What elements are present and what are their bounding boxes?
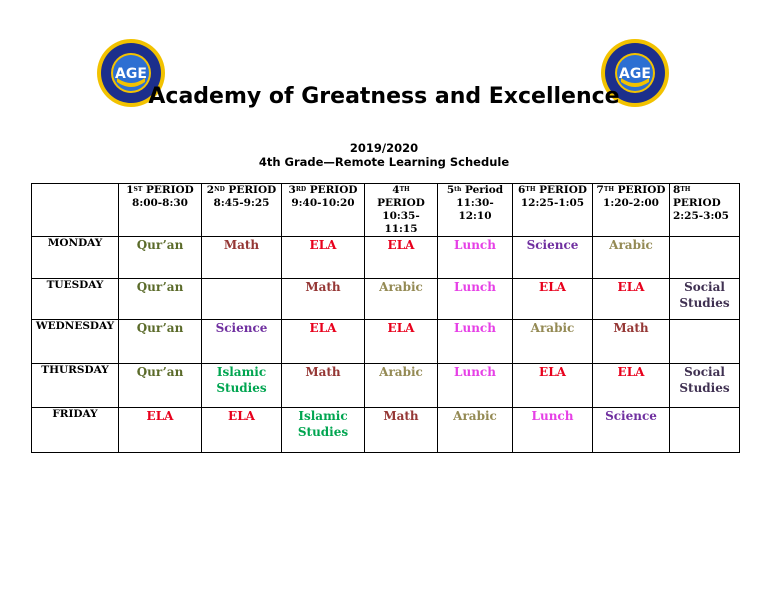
period-header: 8TH PERIOD 2:25-3:05: [669, 183, 740, 237]
schedule-cell: ELA: [592, 363, 670, 408]
day-label: WEDNESDAY: [31, 319, 119, 364]
schedule-cell: Math: [364, 407, 438, 453]
schedule-cell: ELA: [364, 319, 438, 364]
schedule-cell: Lunch: [437, 363, 513, 408]
period-header: 3RD PERIOD 9:40-10:20: [281, 183, 365, 237]
schedule-cell: Qur’an: [118, 236, 202, 279]
day-label: FRIDAY: [31, 407, 119, 453]
schedule-cell: ELA: [281, 319, 365, 364]
schedule-cell: Qur’an: [118, 319, 202, 364]
schedule-cell: Arabic: [364, 278, 438, 320]
schedule-cell: ELA: [364, 236, 438, 279]
svg-text:AGE: AGE: [619, 66, 651, 82]
schedule-cell: ELA: [118, 407, 202, 453]
schedule-cell: Islamic Studies: [201, 363, 282, 408]
corner-cell: [31, 183, 119, 237]
schedule-cell: Islamic Studies: [281, 407, 365, 453]
period-header: 4TH PERIOD 10:35-11:15: [364, 183, 438, 237]
day-row-wednesday: WEDNESDAY Qur’an Science ELA ELA Lunch A…: [31, 319, 740, 364]
schedule-cell: Arabic: [437, 407, 513, 453]
schedule-cell: ELA: [512, 278, 593, 320]
day-row-tuesday: TUESDAY Qur’an Math Arabic Lunch ELA ELA…: [31, 278, 740, 320]
day-label: MONDAY: [31, 236, 119, 279]
schedule-cell: ELA: [592, 278, 670, 320]
schedule-cell: ELA: [281, 236, 365, 279]
schedule-cell: Math: [281, 278, 365, 320]
period-header: 2ND PERIOD 8:45-9:25: [201, 183, 282, 237]
schedule-subtitle: 4th Grade—Remote Learning Schedule: [258, 155, 510, 169]
period-header: 7TH PERIOD 1:20-2:00: [592, 183, 670, 237]
schedule-cell: [669, 407, 740, 453]
schedule-cell: [201, 278, 282, 320]
schedule-cell: Social Studies: [669, 278, 740, 320]
schedule-cell: [669, 319, 740, 364]
schedule-cell: Lunch: [512, 407, 593, 453]
schedule-cell: Math: [281, 363, 365, 408]
schedule-cell: Qur’an: [118, 278, 202, 320]
day-label: TUESDAY: [31, 278, 119, 320]
day-row-monday: MONDAY Qur’an Math ELA ELA Lunch Science…: [31, 236, 740, 279]
schedule-cell: Science: [512, 236, 593, 279]
schedule-cell: Lunch: [437, 278, 513, 320]
schedule-cell: Math: [201, 236, 282, 279]
schedule-cell: ELA: [201, 407, 282, 453]
academy-logo-left: AGE: [97, 39, 165, 107]
school-year: 2019/2020: [349, 141, 419, 155]
day-row-thursday: THURSDAY Qur’an Islamic Studies Math Ara…: [31, 363, 740, 408]
schedule-cell: ELA: [512, 363, 593, 408]
period-header: 5th Period 11:30-12:10: [437, 183, 513, 237]
schedule-table: 1ST PERIOD 8:00-8:30 2ND PERIOD 8:45-9:25 …: [31, 183, 740, 453]
day-label: THURSDAY: [31, 363, 119, 408]
schedule-cell: Arabic: [512, 319, 593, 364]
schedule-cell: Qur’an: [118, 363, 202, 408]
schedule-cell: Science: [592, 407, 670, 453]
schedule-cell: Math: [592, 319, 670, 364]
schedule-cell: [669, 236, 740, 279]
header-row: 1ST PERIOD 8:00-8:30 2ND PERIOD 8:45-9:25 …: [31, 183, 740, 237]
schedule-cell: Science: [201, 319, 282, 364]
school-title: Academy of Greatness and Excellence: [148, 84, 620, 109]
period-header: 1ST PERIOD 8:00-8:30: [118, 183, 202, 237]
schedule-cell: Lunch: [437, 236, 513, 279]
schedule-cell: Arabic: [592, 236, 670, 279]
schedule-cell: Social Studies: [669, 363, 740, 408]
svg-text:AGE: AGE: [115, 66, 147, 82]
period-header: 6TH PERIOD 12:25-1:05: [512, 183, 593, 237]
day-row-friday: FRIDAY ELA ELA Islamic Studies Math Arab…: [31, 407, 740, 453]
schedule-cell: Arabic: [364, 363, 438, 408]
schedule-cell: Lunch: [437, 319, 513, 364]
academy-logo-right: AGE: [601, 39, 669, 107]
